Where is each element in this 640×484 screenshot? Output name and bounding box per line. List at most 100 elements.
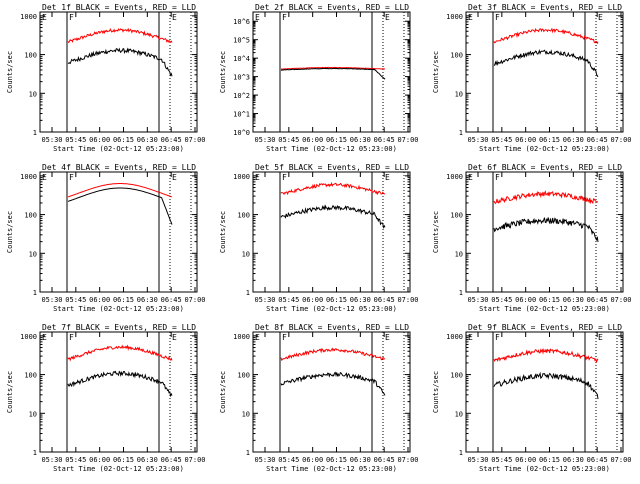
marker-label-e: E — [255, 173, 260, 182]
x-tick-label: 06:45 — [374, 136, 395, 144]
plot-frame — [465, 11, 624, 133]
plot-frame — [252, 171, 411, 293]
series-events-black — [67, 187, 173, 225]
panel-3: Det 3f BLACK = Events, RED = LLD 1 10 100 10… — [432, 3, 632, 153]
x-tick-label: 07:00 — [397, 456, 418, 464]
x-tick-label: 06:45 — [161, 456, 182, 464]
x-tick-label: 07:00 — [184, 136, 205, 144]
series-lld-red — [280, 181, 386, 196]
x-tick-label: 06:15 — [113, 136, 134, 144]
y-tick-label: 100 — [450, 372, 463, 380]
plot-frame — [39, 171, 198, 293]
marker-label-e: E — [468, 333, 473, 342]
y-tick-label: 1 — [246, 289, 250, 297]
y-tick-label: 100 — [24, 372, 37, 380]
y-tick-label: 100 — [450, 52, 463, 60]
y-tick-label: 10^3 — [233, 74, 250, 82]
x-tick-label: 05:45 — [65, 136, 86, 144]
series-events-black — [493, 217, 599, 242]
panel-title: Det 2f BLACK = Events, RED = LLD — [255, 3, 409, 12]
x-tick-label: 06:30 — [563, 136, 584, 144]
x-tick-label: 05:30 — [254, 136, 275, 144]
y-axis-label: Counts/sec — [432, 51, 440, 93]
y-tick-label: 10^6 — [233, 18, 250, 26]
series-lld-red — [67, 27, 173, 44]
panel-6: Det 6f BLACK = Events, RED = LLD 1 10 100 10… — [432, 163, 632, 313]
y-tick-label: 1000 — [446, 173, 463, 181]
x-tick-label: 05:45 — [65, 296, 86, 304]
y-tick-label: 1 — [33, 449, 37, 457]
x-tick-label: 06:30 — [137, 296, 158, 304]
x-tick-label: 05:30 — [467, 136, 488, 144]
x-tick-label: 06:00 — [89, 136, 110, 144]
series-lld-red — [493, 190, 599, 205]
marker-label-f: F — [495, 173, 500, 182]
x-tick-label: 06:45 — [161, 296, 182, 304]
x-tick-label: 06:45 — [587, 296, 608, 304]
panel-7: Det 7f BLACK = Events, RED = LLD 1 10 100 10… — [6, 323, 206, 473]
series-lld-red — [67, 183, 173, 198]
y-tick-label: 10 — [242, 250, 250, 258]
panel-title: Det 9f BLACK = Events, RED = LLD — [468, 323, 622, 332]
y-tick-label: 10 — [455, 410, 463, 418]
y-tick-label: 1000 — [446, 333, 463, 341]
x-tick-label: 06:00 — [89, 456, 110, 464]
marker-label-f: F — [69, 13, 74, 22]
panel-title: Det 7f BLACK = Events, RED = LLD — [42, 323, 196, 332]
series-events-black — [67, 47, 173, 77]
y-tick-label: 10 — [242, 410, 250, 418]
x-tick-label: 06:00 — [515, 136, 536, 144]
x-axis-label: Start Time (02-Oct-12 05:23:00) — [266, 145, 397, 153]
marker-label-e: E — [598, 13, 603, 22]
marker-label-e: E — [385, 333, 390, 342]
x-tick-label: 06:30 — [350, 456, 371, 464]
marker-label-f: F — [282, 333, 287, 342]
marker-label-f: F — [69, 333, 74, 342]
y-tick-label: 100 — [237, 212, 250, 220]
x-tick-label: 06:45 — [587, 456, 608, 464]
marker-label-e: E — [255, 333, 260, 342]
x-tick-label: 06:15 — [539, 456, 560, 464]
x-tick-label: 05:45 — [278, 296, 299, 304]
y-tick-label: 10 — [29, 90, 37, 98]
y-tick-label: 1 — [33, 289, 37, 297]
y-tick-label: 100 — [450, 212, 463, 220]
y-tick-label: 10^2 — [233, 92, 250, 100]
x-axis-label: Start Time (02-Oct-12 05:23:00) — [266, 465, 397, 473]
y-axis-label: Counts/sec — [6, 211, 14, 253]
x-tick-label: 06:00 — [515, 456, 536, 464]
x-tick-label: 06:30 — [350, 136, 371, 144]
y-tick-label: 1000 — [446, 13, 463, 21]
y-tick-label: 10^4 — [233, 55, 250, 63]
x-tick-label: 05:45 — [278, 136, 299, 144]
panel-2: Det 2f BLACK = Events, RED = LLD 10^0 10^1… — [219, 3, 419, 153]
x-tick-label: 06:30 — [563, 296, 584, 304]
marker-label-e: E — [598, 173, 603, 182]
y-tick-label: 10 — [29, 250, 37, 258]
y-axis-label: Counts/sec — [432, 211, 440, 253]
y-axis-label: Counts/sec — [6, 51, 14, 93]
x-tick-label: 07:00 — [397, 296, 418, 304]
x-tick-label: 07:00 — [610, 296, 631, 304]
x-tick-label: 05:45 — [491, 136, 512, 144]
panel-5: Det 5f BLACK = Events, RED = LLD 1 10 100 10… — [219, 163, 419, 313]
x-axis-label: Start Time (02-Oct-12 05:23:00) — [53, 145, 184, 153]
plot-frame — [39, 11, 198, 133]
y-axis-label: Counts/sec — [432, 371, 440, 413]
x-axis-label: Start Time (02-Oct-12 05:23:00) — [266, 305, 397, 313]
plot-frame — [465, 171, 624, 293]
plot-frame — [39, 331, 198, 453]
x-axis-label: Start Time (02-Oct-12 05:23:00) — [479, 145, 610, 153]
series-events-black — [280, 371, 386, 396]
plot-frame — [252, 11, 411, 133]
panel-title: Det 6f BLACK = Events, RED = LLD — [468, 163, 622, 172]
y-tick-label: 1 — [33, 129, 37, 137]
x-tick-label: 06:30 — [137, 456, 158, 464]
panel-title: Det 8f BLACK = Events, RED = LLD — [255, 323, 409, 332]
panel-title: Det 3f BLACK = Events, RED = LLD — [468, 3, 622, 12]
x-tick-label: 05:45 — [65, 456, 86, 464]
x-tick-label: 06:00 — [515, 296, 536, 304]
marker-label-e: E — [255, 13, 260, 22]
series-events-black — [280, 204, 386, 229]
